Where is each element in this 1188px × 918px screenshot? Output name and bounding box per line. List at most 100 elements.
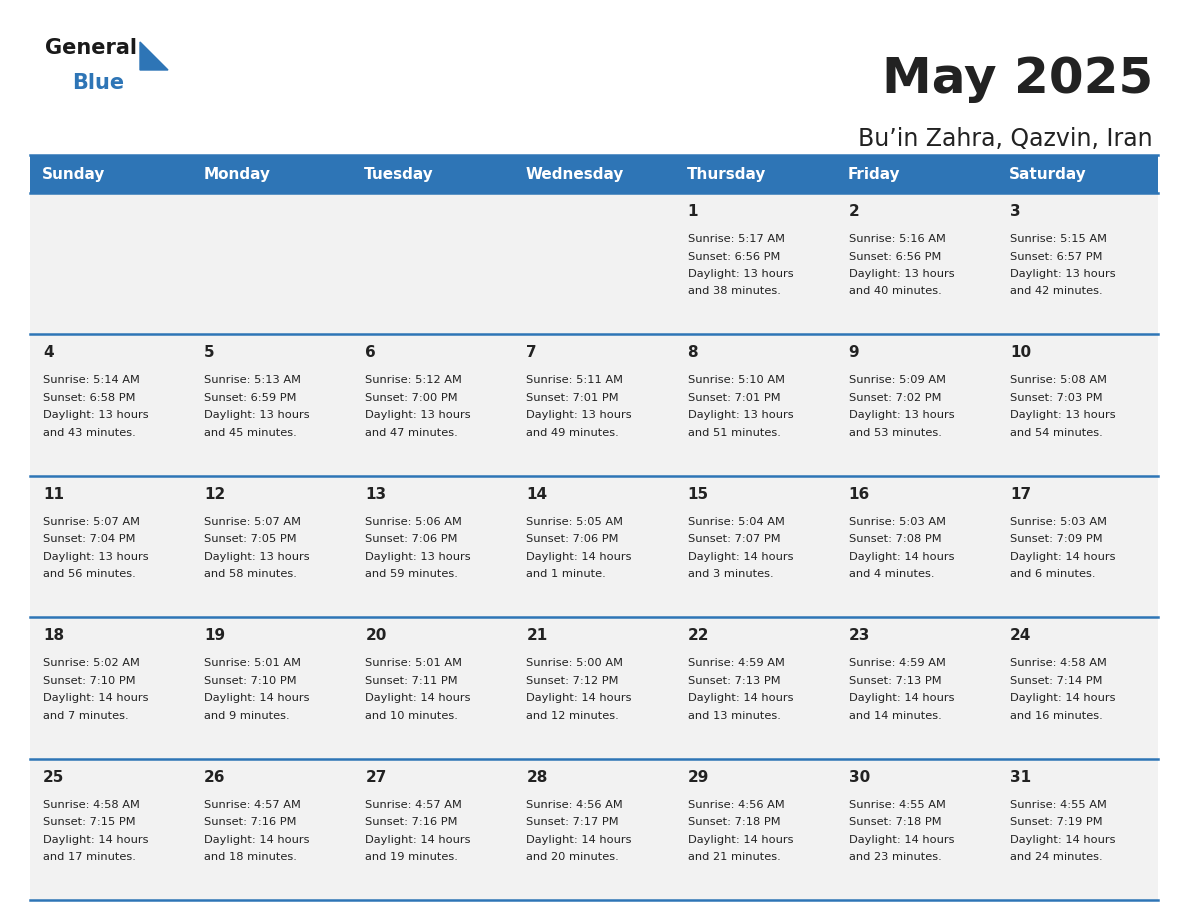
Text: Sunset: 7:11 PM: Sunset: 7:11 PM [365,676,457,686]
Text: Sunrise: 4:56 AM: Sunrise: 4:56 AM [526,800,624,810]
Text: and 12 minutes.: and 12 minutes. [526,711,619,721]
Text: Sunset: 7:07 PM: Sunset: 7:07 PM [688,534,781,544]
Text: and 4 minutes.: and 4 minutes. [848,569,934,579]
Bar [997,193,1158,334]
Text: Wednesday: Wednesday [525,166,624,182]
Text: Daylight: 13 hours: Daylight: 13 hours [526,410,632,420]
Text: Sunrise: 5:15 AM: Sunrise: 5:15 AM [1010,234,1107,244]
Text: 27: 27 [365,769,386,785]
Text: Daylight: 14 hours: Daylight: 14 hours [43,693,148,703]
Text: and 18 minutes.: and 18 minutes. [204,852,297,862]
Bar [835,617,997,758]
Text: General: General [45,38,137,58]
Text: Sunset: 7:12 PM: Sunset: 7:12 PM [526,676,619,686]
Text: Daylight: 14 hours: Daylight: 14 hours [43,834,148,845]
Text: and 45 minutes.: and 45 minutes. [204,428,297,438]
Text: Daylight: 14 hours: Daylight: 14 hours [848,693,954,703]
Text: 21: 21 [526,628,548,644]
Text: Sunrise: 4:55 AM: Sunrise: 4:55 AM [848,800,946,810]
Text: and 56 minutes.: and 56 minutes. [43,569,135,579]
Bar [191,617,353,758]
Text: Daylight: 14 hours: Daylight: 14 hours [1010,834,1116,845]
Text: Daylight: 13 hours: Daylight: 13 hours [848,410,954,420]
Text: Sunset: 7:10 PM: Sunset: 7:10 PM [204,676,297,686]
Text: and 19 minutes.: and 19 minutes. [365,852,459,862]
Bar [353,758,513,900]
Text: Daylight: 13 hours: Daylight: 13 hours [365,410,470,420]
Text: Sunset: 7:19 PM: Sunset: 7:19 PM [1010,817,1102,827]
Text: Sunrise: 5:01 AM: Sunrise: 5:01 AM [365,658,462,668]
Text: Daylight: 13 hours: Daylight: 13 hours [848,269,954,279]
Text: May 2025: May 2025 [881,55,1154,103]
Text: Thursday: Thursday [687,166,766,182]
Text: Sunset: 6:58 PM: Sunset: 6:58 PM [43,393,135,403]
Bar [513,334,675,476]
Text: Sunset: 7:16 PM: Sunset: 7:16 PM [204,817,297,827]
Text: Daylight: 13 hours: Daylight: 13 hours [204,410,310,420]
Text: 31: 31 [1010,769,1031,785]
Text: 9: 9 [848,345,859,361]
Text: Daylight: 13 hours: Daylight: 13 hours [688,410,794,420]
Text: Sunset: 7:13 PM: Sunset: 7:13 PM [688,676,781,686]
Text: Sunset: 7:06 PM: Sunset: 7:06 PM [365,534,457,544]
Bar [513,617,675,758]
Text: and 6 minutes.: and 6 minutes. [1010,569,1095,579]
Text: Daylight: 14 hours: Daylight: 14 hours [848,552,954,562]
Text: Sunrise: 5:12 AM: Sunrise: 5:12 AM [365,375,462,386]
Bar [997,334,1158,476]
Text: 2: 2 [848,204,859,219]
Text: Sunset: 7:02 PM: Sunset: 7:02 PM [848,393,941,403]
Text: 24: 24 [1010,628,1031,644]
Text: and 10 minutes.: and 10 minutes. [365,711,459,721]
Bar [513,193,675,334]
Text: and 23 minutes.: and 23 minutes. [848,852,941,862]
Text: and 51 minutes.: and 51 minutes. [688,428,781,438]
Text: and 1 minute.: and 1 minute. [526,569,606,579]
Text: and 47 minutes.: and 47 minutes. [365,428,459,438]
Text: 6: 6 [365,345,377,361]
Text: and 3 minutes.: and 3 minutes. [688,569,773,579]
Text: Sunset: 7:18 PM: Sunset: 7:18 PM [688,817,781,827]
Text: and 14 minutes.: and 14 minutes. [848,711,941,721]
Text: Sunrise: 4:55 AM: Sunrise: 4:55 AM [1010,800,1107,810]
Text: Sunset: 7:13 PM: Sunset: 7:13 PM [848,676,941,686]
Text: and 58 minutes.: and 58 minutes. [204,569,297,579]
Bar [353,193,513,334]
Text: Daylight: 14 hours: Daylight: 14 hours [688,834,794,845]
Text: 17: 17 [1010,487,1031,502]
Text: Sunrise: 5:16 AM: Sunrise: 5:16 AM [848,234,946,244]
Text: Sunset: 7:01 PM: Sunset: 7:01 PM [688,393,781,403]
Text: Sunrise: 5:13 AM: Sunrise: 5:13 AM [204,375,301,386]
Bar [353,334,513,476]
Text: Sunset: 6:56 PM: Sunset: 6:56 PM [848,252,941,262]
Text: 11: 11 [43,487,64,502]
Text: Daylight: 13 hours: Daylight: 13 hours [1010,410,1116,420]
Text: and 54 minutes.: and 54 minutes. [1010,428,1102,438]
Text: 20: 20 [365,628,386,644]
Text: Sunrise: 5:07 AM: Sunrise: 5:07 AM [43,517,140,527]
Text: and 38 minutes.: and 38 minutes. [688,286,781,297]
Text: Sunrise: 4:58 AM: Sunrise: 4:58 AM [43,800,140,810]
Bar [353,476,513,617]
Text: Blue: Blue [72,73,124,93]
Text: Saturday: Saturday [1009,166,1087,182]
Text: Bu’in Zahra, Qazvin, Iran: Bu’in Zahra, Qazvin, Iran [859,127,1154,151]
Bar [835,758,997,900]
Polygon shape [140,42,168,70]
Text: Daylight: 13 hours: Daylight: 13 hours [43,552,148,562]
Text: 18: 18 [43,628,64,644]
Bar [997,758,1158,900]
Text: Daylight: 13 hours: Daylight: 13 hours [365,552,470,562]
Text: and 59 minutes.: and 59 minutes. [365,569,459,579]
Text: Sunset: 7:03 PM: Sunset: 7:03 PM [1010,393,1102,403]
Text: 16: 16 [848,487,870,502]
Text: Sunset: 7:01 PM: Sunset: 7:01 PM [526,393,619,403]
Text: and 7 minutes.: and 7 minutes. [43,711,128,721]
Bar [675,193,835,334]
Text: 30: 30 [848,769,870,785]
Bar [353,617,513,758]
Bar [30,476,191,617]
Text: 5: 5 [204,345,215,361]
Text: Daylight: 14 hours: Daylight: 14 hours [204,693,310,703]
Text: 19: 19 [204,628,226,644]
